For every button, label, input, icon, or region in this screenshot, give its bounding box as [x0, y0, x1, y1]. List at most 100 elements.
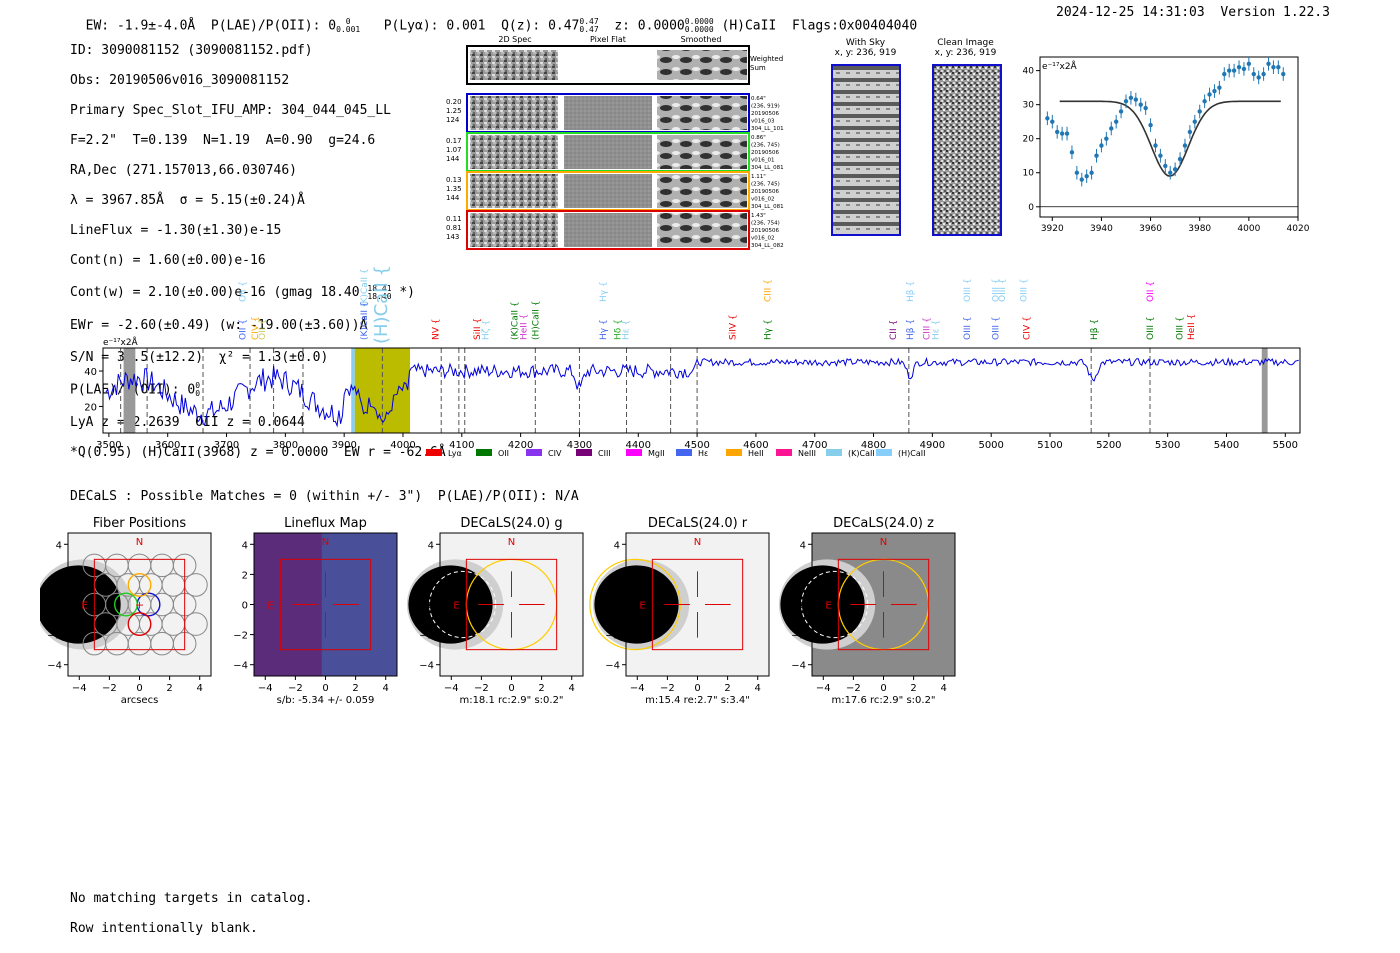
- fit-data-point: [1123, 99, 1129, 104]
- panel-xtick-label: −2: [288, 683, 303, 694]
- east-label: E: [267, 601, 273, 612]
- col-header-2dspec: 2D Spec: [498, 35, 531, 44]
- panel-ytick-label: −2: [47, 631, 62, 642]
- z-sub: 0.0000: [684, 25, 714, 34]
- panel-ytick-label: −2: [791, 631, 806, 642]
- fit-ytick-label: 0: [1028, 203, 1034, 213]
- spectrum-curve: [105, 356, 1299, 428]
- fit-xtick-label: 4020: [1287, 224, 1310, 234]
- cutout-row-info: 304_LL_081: [751, 165, 784, 171]
- spectrum-xtick-label: 3600: [155, 440, 180, 451]
- panel-ytick-label: −4: [791, 661, 806, 672]
- fit-data-point: [1261, 71, 1266, 77]
- spectral-line-label: Hε {: [621, 320, 631, 340]
- spectral-line-label: SiIV {: [728, 314, 738, 340]
- fit-data-point: [1236, 65, 1242, 70]
- panel-xtick-label: 0: [880, 683, 886, 694]
- panel-ytick-label: 4: [800, 540, 806, 551]
- cutout-2dspec: [470, 174, 558, 208]
- fit-data-point: [1266, 61, 1271, 67]
- legend-label: HeII: [748, 449, 764, 458]
- fit-data-point: [1177, 156, 1183, 162]
- cutout-row-info: v016_02: [751, 236, 775, 242]
- panel-xtick-label: 4: [941, 683, 947, 694]
- fit-data-point: [1113, 119, 1119, 124]
- fit-data-point: [1158, 153, 1163, 158]
- panel-xtick-label: −2: [846, 683, 861, 694]
- fit-data-point: [1256, 75, 1261, 80]
- legend-label: OII: [498, 449, 509, 458]
- panel-caption: arcsecs: [121, 695, 159, 706]
- clean-image: [932, 64, 1002, 236]
- legend-swatch: [726, 449, 742, 456]
- fit-data-point: [1276, 65, 1281, 70]
- masked-region: [123, 348, 136, 433]
- fit-model-curve: [1059, 100, 1281, 177]
- spectrum-ytick-label: 40: [84, 367, 97, 378]
- plae-sup: 0: [345, 17, 351, 26]
- spectral-line-label: CIV {: [251, 316, 261, 340]
- spectral-line-label: OII {: [258, 319, 268, 340]
- spectral-line-label: OIII {: [998, 278, 1008, 302]
- panel-xtick-label: −4: [630, 683, 645, 694]
- spectral-line-label: OII {: [238, 319, 248, 340]
- fit-data-point: [1138, 102, 1143, 107]
- legend-swatch: [876, 449, 892, 456]
- fiber-highlight: [113, 592, 138, 617]
- legend-label: NeIII: [798, 449, 816, 458]
- fit-ytick-label: 40: [1023, 67, 1035, 77]
- info-sn: S/N = 35.5(±12.2) χ² = 1.3(±0.0): [70, 350, 329, 365]
- legend-swatch: [476, 449, 492, 456]
- panel-xtick-label: 2: [724, 683, 730, 694]
- cutout-row-info: v016_03: [751, 119, 775, 125]
- cutout-row-info: 20190506: [751, 111, 779, 117]
- panel-ytick-label: −2: [419, 631, 434, 642]
- panel-ytick-label: 2: [428, 570, 434, 581]
- panel-ytick-label: 2: [614, 570, 620, 581]
- cutout-row-info: 304_LL_101: [751, 126, 784, 132]
- fit-data-point: [1118, 109, 1124, 114]
- galaxy-core: [40, 565, 121, 644]
- spectral-line-label: OIII {: [1175, 316, 1185, 340]
- legend-label: CIV: [548, 449, 562, 458]
- fit-data-point: [1212, 88, 1217, 94]
- fit-data-point: [1241, 66, 1247, 72]
- fit-data-point: [1059, 131, 1065, 136]
- panel-ytick-label: 2: [242, 570, 248, 581]
- fit-data-point: [1094, 153, 1099, 158]
- spectral-line-label: HeII {: [520, 314, 530, 340]
- panel-ytick-label: −2: [605, 631, 620, 642]
- panel-xtick-label: 4: [383, 683, 389, 694]
- cutout-smoothed: [657, 96, 747, 130]
- cutout-smoothed: [657, 174, 747, 208]
- contw-sub: 18.40: [367, 291, 392, 301]
- fit-data-point: [1055, 129, 1060, 135]
- panel-xtick-label: −4: [258, 683, 273, 694]
- decals-summary: DECaLS : Possible Matches = 0 (within +/…: [70, 489, 579, 504]
- with-sky-title-text: With Sky: [845, 38, 886, 48]
- legend-label: MgII: [648, 449, 665, 458]
- fit-data-point: [1079, 177, 1084, 182]
- spectrum-xtick-label: 4000: [390, 440, 415, 451]
- z-value: z: 0.0000: [614, 18, 685, 34]
- spectral-line-label: HeII {: [1187, 314, 1197, 340]
- with-sky-image: [831, 64, 901, 236]
- plya-value: P(Lyα): 0.001: [383, 18, 486, 34]
- cutout-row-num: 0.13: [446, 176, 462, 184]
- header-bar: EW: -1.9±-4.0Å P(LAE)/P(OII): 0 0 0.001 P(…: [70, 3, 918, 34]
- info-params: F=2.2" T=0.139 N=1.19 A=0.90 g=24.6: [70, 133, 376, 148]
- panel-title: DECaLS(24.0) z: [833, 516, 934, 531]
- datetime: 2024-12-25 14:31:03: [1056, 5, 1205, 20]
- info-lambda: λ = 3967.85Å σ = 5.15(±0.24)Å: [70, 193, 305, 208]
- spectral-line-label: Hβ {: [1090, 319, 1100, 340]
- info-spec: Primary Spec_Slot_IFU_AMP: 304_044_045_L…: [70, 103, 391, 118]
- east-label: E: [639, 601, 645, 612]
- cutout-pixelflat: [564, 174, 652, 208]
- cutout-smoothed: [657, 213, 747, 247]
- footer-line-2: Row intentionally blank.: [70, 921, 258, 936]
- legend-swatch: [576, 449, 592, 456]
- spectrum-xtick-label: 5000: [978, 440, 1003, 451]
- fit-xtick-label: 3920: [1041, 224, 1064, 234]
- cutout-2dspec: [470, 96, 558, 130]
